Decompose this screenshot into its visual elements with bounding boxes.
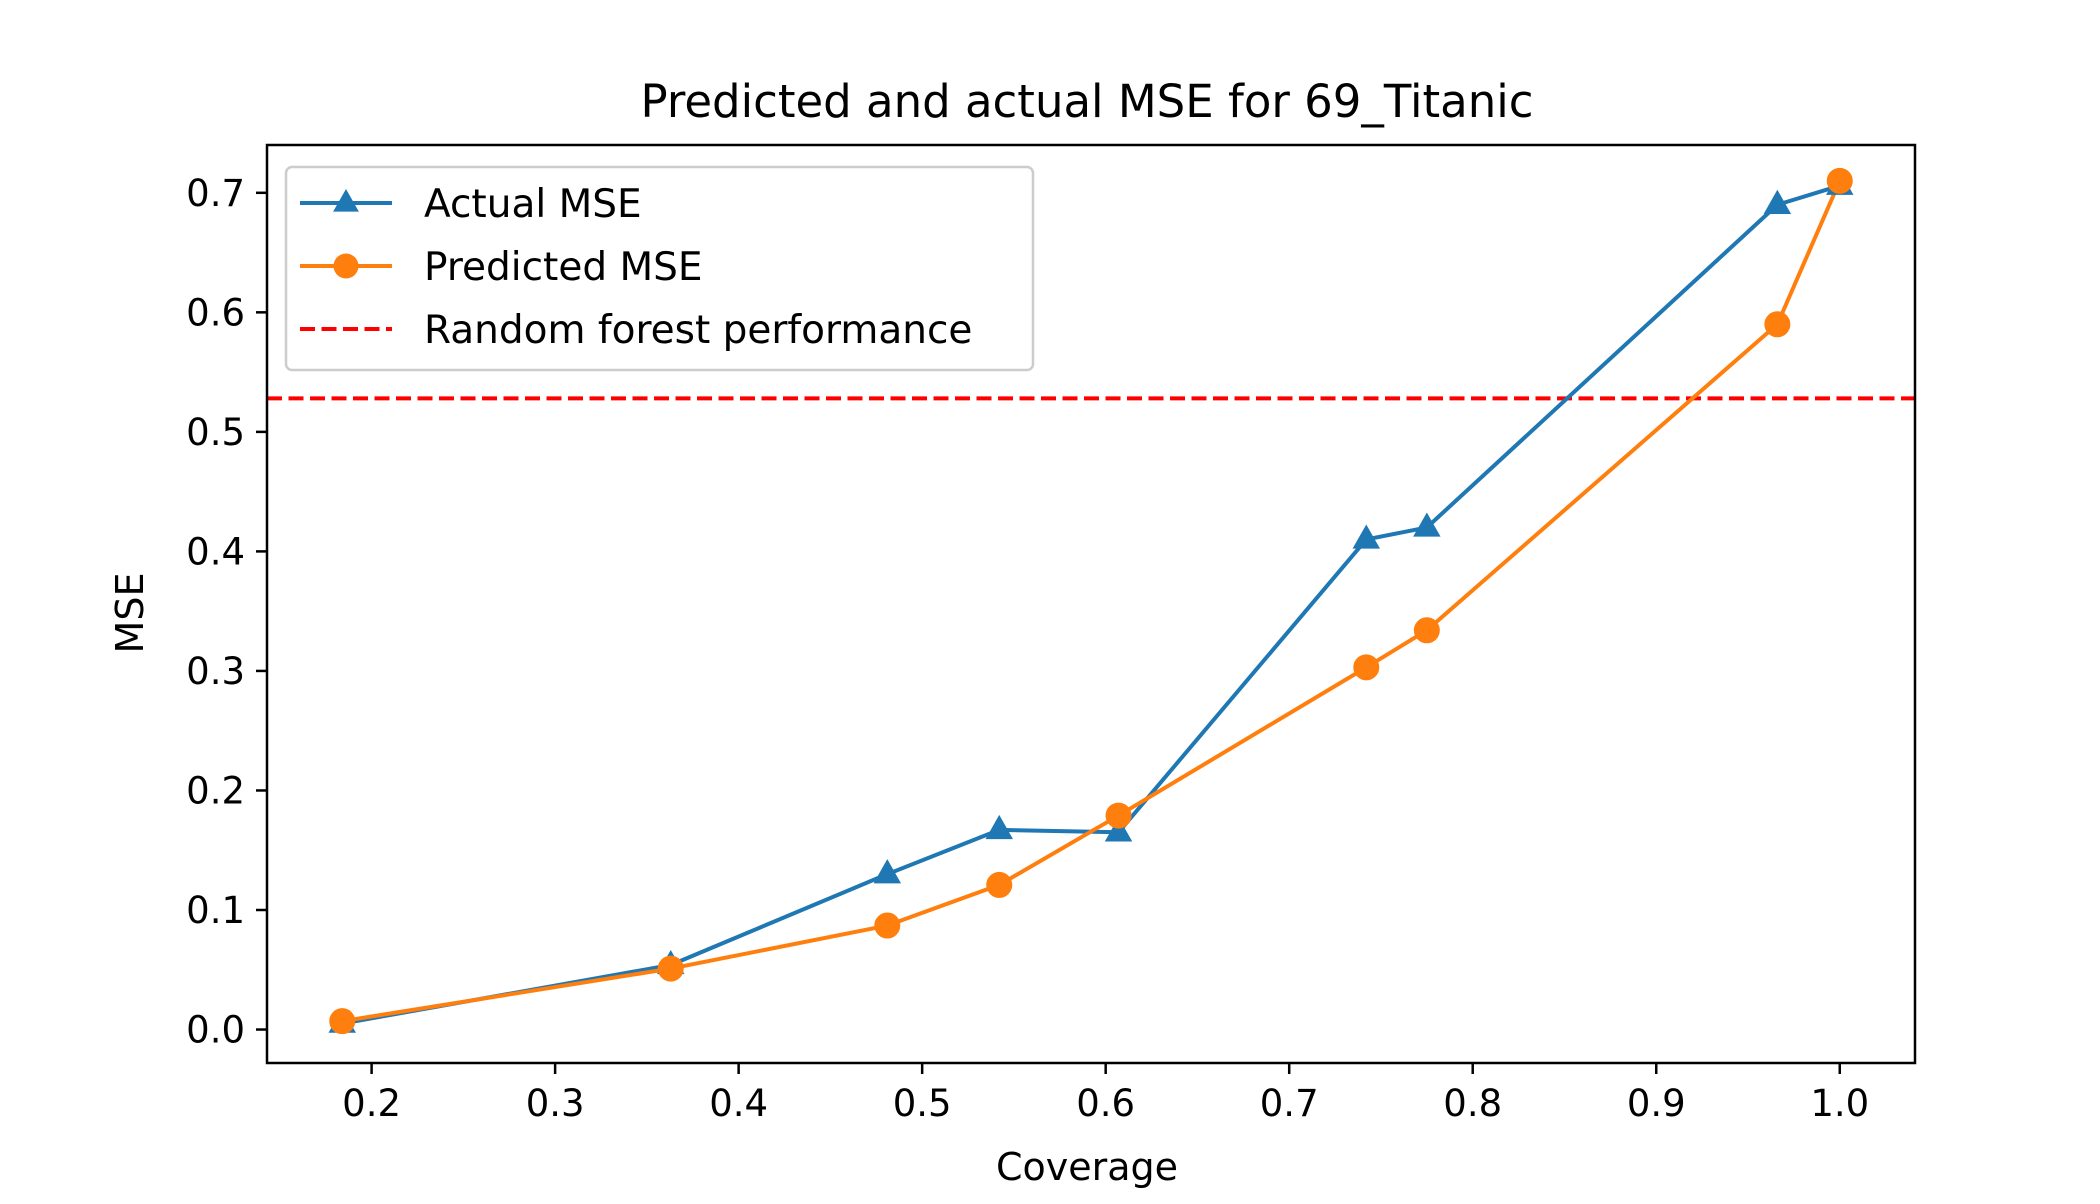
series-2-point: [329, 1008, 356, 1035]
x-tick-label: 0.8: [1443, 1082, 1502, 1125]
x-tick-label: 0.3: [526, 1082, 585, 1125]
series-1-point: [1763, 189, 1792, 214]
x-tick-label: 0.4: [709, 1082, 768, 1125]
y-tick-label: 0.1: [186, 889, 245, 932]
x-tick-label: 1.0: [1810, 1082, 1869, 1125]
series-1-point: [1352, 524, 1381, 549]
legend: Actual MSE Predicted MSE Random forest per…: [284, 165, 1035, 372]
legend-box: [284, 165, 1035, 372]
series-2-point: [1764, 311, 1791, 338]
series-1-point: [873, 859, 902, 884]
x-axis: 0.2 0.3 0.4 0.5 0.6 0.7 0.8 0.9 1.0: [342, 1063, 1869, 1125]
y-tick-label: 0.3: [186, 650, 245, 693]
x-tick-label: 0.9: [1627, 1082, 1686, 1125]
y-axis-label: MSE: [108, 573, 152, 654]
series-2-point: [874, 912, 901, 939]
y-tick-label: 0.7: [186, 172, 245, 215]
legend-marker: [333, 253, 359, 279]
x-tick-label: 0.6: [1076, 1082, 1135, 1125]
axes-frame: [265, 143, 1917, 1065]
x-tick-label: 0.5: [893, 1082, 952, 1125]
series-2-point: [1826, 167, 1853, 194]
series-2-point: [1353, 654, 1380, 681]
legend-label: Actual MSE: [424, 182, 642, 227]
series-2-point: [1105, 802, 1132, 829]
y-tick-label: 0.6: [186, 291, 245, 334]
chart-title: Predicted and actual MSE for 69_Titanic: [640, 75, 1533, 128]
y-tick-label: 0.5: [186, 411, 245, 454]
legend-label: Predicted MSE: [424, 245, 703, 290]
plot-area: [265, 143, 1917, 1065]
series-1-point: [1104, 817, 1133, 842]
series-1-point: [985, 814, 1013, 840]
x-tick-label: 0.2: [342, 1082, 401, 1125]
series-2-point: [1413, 617, 1440, 644]
x-axis-label: Coverage: [996, 1145, 1178, 1189]
y-tick-label: 0.2: [186, 769, 245, 812]
y-tick-label: 0.4: [186, 530, 245, 573]
y-axis: 0.0 0.1 0.2 0.3 0.4 0.5 0.6 0.7: [186, 172, 267, 1052]
x-tick-label: 0.7: [1260, 1082, 1319, 1125]
y-tick-label: 0.0: [186, 1009, 245, 1052]
series-2-point: [657, 955, 684, 982]
legend-marker: [333, 189, 359, 212]
series-2-point: [986, 871, 1013, 898]
legend-label: Random forest performance: [424, 308, 972, 353]
series-1-point: [1413, 512, 1441, 537]
